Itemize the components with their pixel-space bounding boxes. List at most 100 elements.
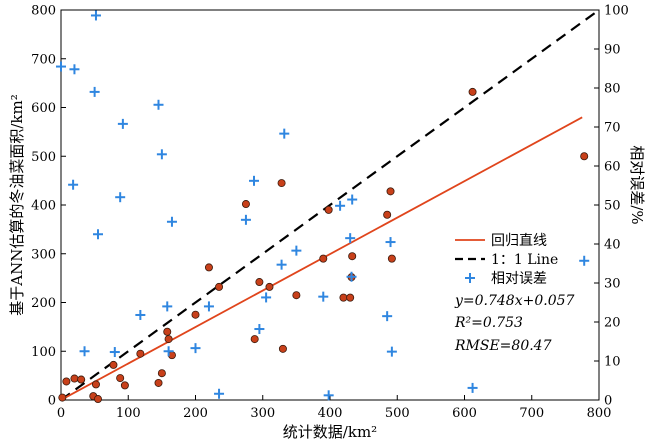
y-right-axis-title: 相对误差/% [628,145,646,224]
y-left-tick-label: 500 [31,150,56,165]
estimate-point [319,254,328,263]
relative-error-point [335,200,346,211]
x-tick-label: 800 [587,406,612,421]
estimate-point [468,87,477,96]
relative-error-point [69,64,80,75]
estimate-point [164,335,173,344]
relative-error-point [382,311,393,322]
x-tick-label: 700 [519,406,544,421]
identity-line [60,9,600,401]
relative-error-point [203,301,214,312]
y-right-tick-label: 50 [604,199,621,214]
y-right-tick-label: 60 [604,160,621,175]
legend-identity-label: 1：1 Line [491,252,558,268]
relative-error-point [323,390,334,401]
relative-error-points [56,10,590,401]
estimate-point [386,187,395,196]
y-right-tick-label: 10 [604,355,621,370]
relative-error-point [56,61,66,72]
estimate-point [157,369,166,378]
estimate-point [250,335,259,344]
legend-error-label: 相对误差 [491,271,547,287]
y-left-tick-label: 300 [31,247,56,262]
y-right-tick-label: 40 [604,238,621,253]
y-left-axis-title: 基于ANN估算的冬油菜面积/km² [8,94,26,315]
estimate-point [116,374,125,383]
legend-regression-label: 回归直线 [491,232,547,249]
estimate-points [58,87,589,404]
estimate-point [136,349,145,358]
estimate-point [278,344,287,353]
relative-error-point [89,86,100,97]
estimate-point [163,327,172,336]
estimate-point [346,293,355,302]
legend: 回归直线 1：1 Line 相对误差 [455,232,558,287]
rmse: RMSE=80.47 [454,338,552,354]
estimate-point [154,378,163,387]
r-squared: R²=0.753 [454,315,523,331]
estimate-point [255,278,264,287]
relative-error-point [467,382,478,393]
estimate-point [292,291,301,300]
relative-error-point [579,255,590,266]
estimate-point [93,395,102,404]
x-tick-label: 500 [385,406,410,421]
y-right-tick-label: 30 [604,277,621,292]
estimate-point [265,282,274,291]
estimate-point [204,263,213,272]
y-left-tick-label: 400 [31,199,56,214]
x-tick-label: 200 [183,406,208,421]
estimate-point [191,310,200,319]
estimate-point [58,393,67,402]
y-right-tick-label: 90 [604,43,621,58]
estimate-point [580,152,589,161]
x-tick-label: 100 [116,406,141,421]
relative-error-point [68,179,79,190]
x-axis-title: 统计数据/km² [283,423,377,441]
y-left-tick-label: 700 [31,52,56,67]
relative-error-point [291,245,302,256]
y-right-tick-label: 100 [604,4,629,19]
relative-error-point [162,301,173,312]
legend-error-swatch [465,273,475,283]
relative-error-point [163,346,174,357]
y-right-tick-label: 80 [604,82,621,97]
relative-error-point [90,10,101,21]
relative-error-point [279,128,290,139]
relative-error-point [318,291,329,302]
relative-error-point [276,259,287,270]
relative-error-point [346,271,357,282]
estimate-point [339,293,348,302]
relative-error-point [261,292,272,303]
y-right-tick-label: 0 [604,394,612,409]
relative-error-point [92,229,103,240]
relative-error-point [153,99,164,110]
relative-error-point [166,216,177,227]
relative-error-point [254,324,265,335]
relative-error-point [240,214,251,225]
estimate-point [383,210,392,219]
relative-error-point [79,346,90,357]
y-left-tick-label: 600 [31,101,56,116]
relative-error-point [156,149,167,160]
estimate-point [277,179,286,188]
relative-error-point [135,309,146,320]
estimate-point [215,282,224,291]
estimate-point [77,375,86,384]
y-left-tick-label: 200 [31,296,56,311]
regression-equation: y=0.748x+0.057 [454,293,575,309]
relative-error-point [385,237,396,248]
estimate-point [387,254,396,263]
estimate-point [109,360,118,369]
estimate-point [324,205,333,214]
relative-error-point [386,346,397,357]
estimate-point [62,377,71,386]
estimate-point [241,200,250,209]
relative-error-point [214,388,225,399]
relative-error-point [249,175,260,186]
y-right-tick-label: 70 [604,121,621,136]
relative-error-point [109,347,120,358]
estimate-point [120,381,129,390]
estimate-point [70,374,79,383]
